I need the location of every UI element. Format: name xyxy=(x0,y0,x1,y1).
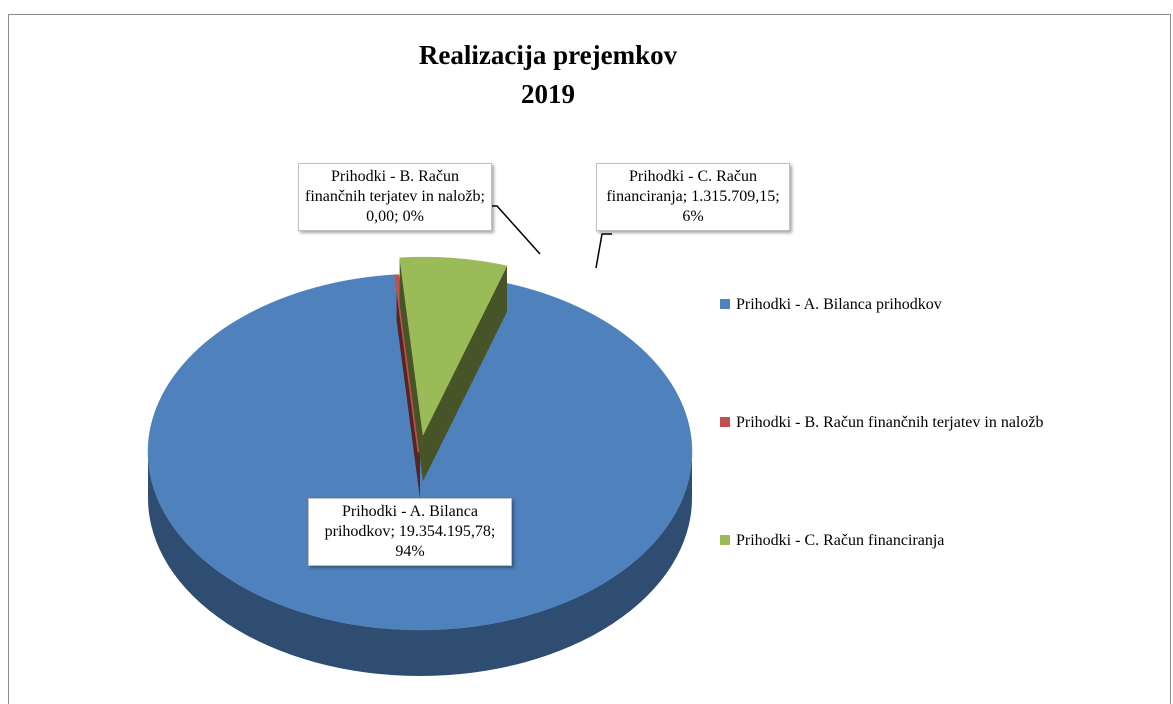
slice-cut-face xyxy=(399,257,423,482)
leader-line xyxy=(484,205,541,255)
chart-title: Realizacija prejemkov xyxy=(419,40,678,70)
data-label-value: 1.315.709,15 xyxy=(691,188,776,205)
data-label-name: Prihodki - C. Račun financiranja xyxy=(606,168,757,205)
pie xyxy=(147,256,693,676)
data-label-separator: ; xyxy=(394,208,403,225)
legend-entry: Prihodki - A. Bilanca prihodkov xyxy=(720,296,942,314)
data-label-value: 0,00 xyxy=(366,208,395,225)
legend-swatch xyxy=(720,299,730,309)
legend-label: Prihodki - B. Račun finančnih terjatev i… xyxy=(736,414,1044,431)
data-label: Prihodki - C. Račun financiranja; 1.315.… xyxy=(596,163,790,231)
slice-side xyxy=(148,452,692,676)
data-label-name: Prihodki - B. Račun finančnih terjatev i… xyxy=(305,168,481,205)
data-label-separator: ; xyxy=(490,523,496,540)
chart-title: 2019 xyxy=(521,79,575,109)
data-label-percent: 6% xyxy=(682,208,704,225)
legend-entry: Prihodki - C. Račun financiranja xyxy=(720,532,944,550)
data-label-separator: ; xyxy=(775,188,780,205)
data-label-separator: ; xyxy=(390,523,399,540)
data-label: Prihodki - B. Račun finančnih terjatev i… xyxy=(298,163,492,231)
pie-slice xyxy=(399,256,508,436)
slice-cut-face xyxy=(422,265,508,482)
legend-label: Prihodki - C. Račun financiranja xyxy=(736,532,945,549)
data-label-name: Prihodki - A. Bilanca prihodkov xyxy=(324,503,478,540)
chart-frame xyxy=(8,14,1171,704)
data-label-value: 19.354.195,78 xyxy=(398,523,491,540)
data-label-separator: ; xyxy=(480,188,485,205)
legend-swatch xyxy=(720,417,730,427)
data-label: Prihodki - A. Bilanca prihodkov; 19.354.… xyxy=(308,498,512,566)
legend-label: Prihodki - A. Bilanca prihodkov xyxy=(736,296,942,313)
data-label-separator: ; xyxy=(682,188,692,205)
data-label-percent: 94% xyxy=(395,543,425,560)
leader-line xyxy=(595,233,612,269)
legend-swatch xyxy=(720,535,730,545)
legend-entry: Prihodki - B. Račun finančnih terjatev i… xyxy=(720,414,1043,432)
data-label-percent: 0% xyxy=(402,208,424,225)
